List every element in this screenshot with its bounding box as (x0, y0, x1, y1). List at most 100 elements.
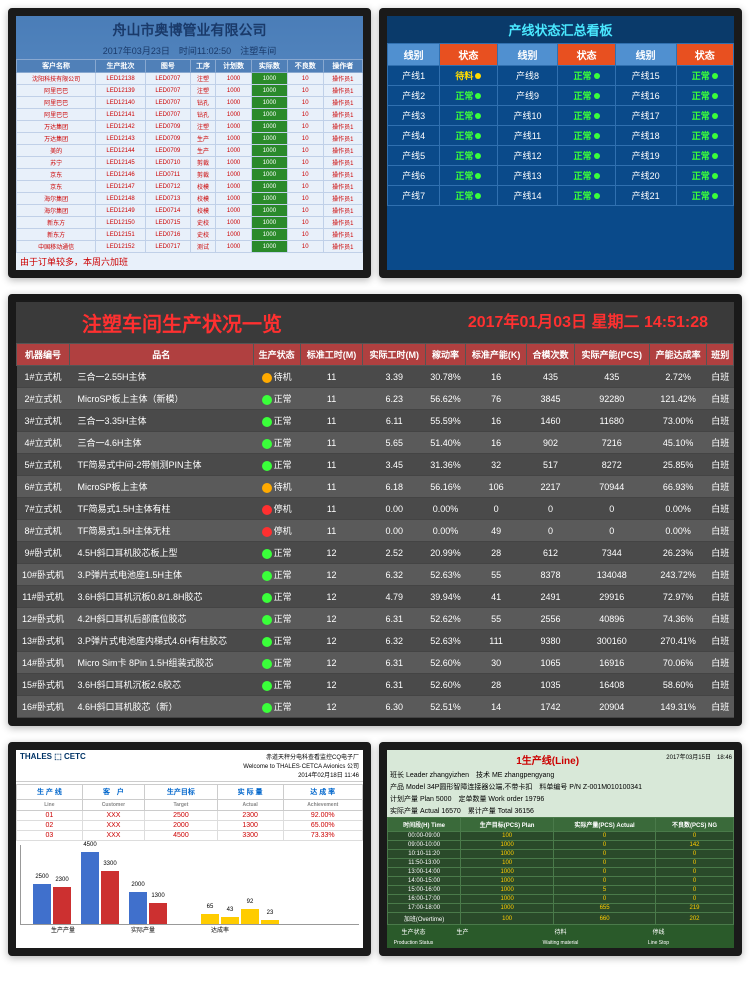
line1-meta: 班长 Leader zhangyizhen 技术 ME zhangpengyan… (387, 769, 734, 817)
meta-row: 产品 Model 34P圆形智障连接器公端,不带卡扣 料单编号 P/N Z-00… (387, 781, 734, 793)
col-header: 线别 (615, 44, 676, 66)
hour-row: 14:00-15:00100000 (388, 877, 734, 886)
hour-row: 10:10-11:20100000 (388, 850, 734, 859)
bar-chart: 25002300450033002000130065439223生产产量实际产量… (20, 845, 359, 925)
line1-datetime: 2017年03月15日 18:46 (666, 752, 732, 767)
hour-row: 15:00-16:00100050 (388, 886, 734, 895)
col-header: 实际产量(PCS) Actual (554, 818, 656, 832)
col-header: 实际数 (251, 60, 287, 73)
col-header: 图号 (145, 60, 190, 73)
status-row: 产线5正常产线12正常产线19正常 (388, 146, 734, 166)
col-header: 线别 (388, 44, 440, 66)
machine-row: 13#卧式机3.P弹片式电池座内梯式4.6H有柱胶芯正常126.3252.63%… (17, 630, 734, 652)
table-row: 沈阳科技有限公司LED12138LED0707注塑1000100010操作员1 (17, 73, 363, 85)
panel-line1-detail: 1生产线(Line) 2017年03月15日 18:46 班长 Leader z… (379, 742, 742, 956)
hourly-table: 时间段(H) Time生产目标(PCS) Plan实际产量(PCS) Actua… (387, 817, 734, 925)
panel-company-production: 舟山市奥博管业有限公司 2017年03月23日 时间11:02:50 注塑车间 … (8, 8, 371, 278)
table-row: 万达集团LED12143LED0709生产1000100010操作员1 (17, 133, 363, 145)
chart-bar: 4500 (81, 852, 99, 924)
panel-workshop-overview: 注塑车间生产状况一览 2017年01月03日 星期二 14:51:28 机器编号… (8, 294, 742, 726)
col-header: 线别 (497, 44, 558, 66)
chart-bar: 1300 (149, 903, 167, 924)
table-row: 海尔集团LED12148LED0713校模1000100010操作员1 (17, 193, 363, 205)
status-grid: 线别状态线别状态线别状态产线1待料产线8正常产线15正常产线2正常产线9正常产线… (387, 43, 734, 206)
workshop-table: 机器编号品名生产状态标准工时(M)实际工时(M)稼动率标准产能(K)合模次数实际… (16, 343, 734, 718)
hour-row: 00:00-09:0010000 (388, 832, 734, 841)
col-header: 达 成 率 (283, 785, 363, 800)
machine-row: 6#立式机MicroSP板上主体待机116.1856.16%1062217709… (17, 476, 734, 498)
chart-bar: 2300 (53, 887, 71, 924)
target-row: 01XXX2500230092.00% (17, 811, 363, 821)
col-header: 工序 (190, 60, 215, 73)
company-subtitle: 2017年03月23日 时间11:02:50 注塑车间 (16, 44, 363, 59)
col-header: 生产状态 (253, 344, 300, 366)
machine-row: 4#立式机三合一4.6H主体正常115.6551.40%16902721645.… (17, 432, 734, 454)
col-header: 产能达成率 (649, 344, 707, 366)
status-title: 产线状态汇总看板 (387, 16, 734, 43)
col-header: 不良数(PCS) NG (656, 818, 734, 832)
line1-title: 1生产线(Line) (429, 752, 666, 767)
panel-line-status: 产线状态汇总看板 线别状态线别状态线别状态产线1待料产线8正常产线15正常产线2… (379, 8, 742, 278)
col-header: 班别 (707, 344, 734, 366)
col-header: 品名 (69, 344, 253, 366)
col-header: 标准产能(K) (465, 344, 527, 366)
machine-row: 7#立式机TF简易式1.5H主体有柱停机110.000.00%0000.00%白… (17, 498, 734, 520)
col-header: 状态 (558, 44, 615, 66)
status-row: 产线6正常产线13正常产线20正常 (388, 166, 734, 186)
status-row: 产线1待料产线8正常产线15正常 (388, 66, 734, 86)
col-header: 实际产能(PCS) (574, 344, 649, 366)
col-header: 稼动率 (426, 344, 466, 366)
chart-bar: 65 (201, 914, 219, 924)
table-row: 新东方LED12150LED0715史校1000100010操作员1 (17, 217, 363, 229)
col-header: 生 产 线 (17, 785, 83, 800)
workshop-datetime: 2017年01月03日 星期二 14:51:28 (468, 308, 728, 337)
target-row: 03XXX4500330073.33% (17, 831, 363, 841)
chart-bar: 3300 (101, 871, 119, 924)
target-row: 02XXX2000130065.00% (17, 821, 363, 831)
machine-row: 9#卧式机4.5H斜口耳机胶芯板上型正常122.5220.99%28612734… (17, 542, 734, 564)
panel-thales-chart: THALES ⬚ CETC 赤道天秤分电科查看监控CQ电子厂Welcome to… (8, 742, 371, 956)
chart-bar: 2000 (129, 892, 147, 924)
status-row: 产线7正常产线14正常产线21正常 (388, 186, 734, 206)
welcome-info: 赤道天秤分电科查看监控CQ电子厂Welcome to THALES·CETCA … (243, 752, 359, 779)
status-legend: 生产状态生产待料停线 (387, 925, 734, 938)
machine-row: 15#卧式机3.6H斜口耳机沉板2.6胶芯正常126.3152.60%28103… (17, 674, 734, 696)
target-table: 生 产 线客 户生产目标实 际 量达 成 率LineCustomerTarget… (16, 784, 363, 841)
machine-row: 11#卧式机3.6H斜口耳机沉板0.8/1.8H胶芯正常124.7939.94%… (17, 586, 734, 608)
table-row: 美的LED12144LED0709生产1000100010操作员1 (17, 145, 363, 157)
meta-row: 实际产量 Actual 16570 累计产量 Total 36156 (387, 805, 734, 817)
table-row: 京东LED12146LED0711剪裁1000100010操作员1 (17, 169, 363, 181)
table-row: 阿里巴巴LED12139LED0707注塑1000100010操作员1 (17, 85, 363, 97)
col-header: 实 际 量 (217, 785, 283, 800)
thales-logo: THALES ⬚ CETC (20, 752, 86, 779)
chart-bar: 23 (261, 920, 279, 924)
col-header: 机器编号 (17, 344, 70, 366)
col-header: 合模次数 (527, 344, 574, 366)
status-row: 产线4正常产线11正常产线18正常 (388, 126, 734, 146)
col-header: 标准工时(M) (300, 344, 363, 366)
table-row: 阿里巴巴LED12140LED0707钻孔1000100010操作员1 (17, 97, 363, 109)
chart-bar: 92 (241, 909, 259, 924)
col-header: 状态 (676, 44, 733, 66)
machine-row: 12#卧式机4.2H斜口耳机后部底位胶芯正常126.3152.62%552556… (17, 608, 734, 630)
status-row: 产线3正常产线10正常产线17正常 (388, 106, 734, 126)
machine-row: 5#立式机TF简易式中间-2带侧测PIN主体正常113.4531.36%3251… (17, 454, 734, 476)
col-header: 生产目标 (145, 785, 218, 800)
col-header: 实际工时(M) (363, 344, 426, 366)
table-row: 苏宁LED12145LED0710剪裁1000100010操作员1 (17, 157, 363, 169)
col-header: 操作者 (323, 60, 362, 73)
hour-row: 17:00-18:001000655219 (388, 904, 734, 913)
machine-row: 14#卧式机Micro Sim卡 8Pin 1.5H组装式胶芯正常126.315… (17, 652, 734, 674)
hour-row: 加班(Overtime)100660202 (388, 913, 734, 925)
col-header: 生产批次 (96, 60, 146, 73)
table-row: 万达集团LED12142LED0709注塑1000100010操作员1 (17, 121, 363, 133)
chart-bar: 2500 (33, 884, 51, 924)
table-row: 京东LED12147LED0712校模1000100010操作员1 (17, 181, 363, 193)
col-header: 计划数 (216, 60, 252, 73)
machine-row: 10#卧式机3.P弹片式电池座1.5H主体正常126.3252.63%55837… (17, 564, 734, 586)
machine-row: 2#立式机MicroSP板上主体（新模）正常116.2356.62%763845… (17, 388, 734, 410)
meta-row: 计划产量 Plan 5000 定单数量 Work order 19796 (387, 793, 734, 805)
machine-row: 8#立式机TF简易式1.5H主体无柱停机110.000.00%49000.00%… (17, 520, 734, 542)
workshop-title: 注塑车间生产状况一览 (22, 308, 468, 337)
status-legend-en: Production StatusWaiting materialLine St… (387, 938, 734, 948)
